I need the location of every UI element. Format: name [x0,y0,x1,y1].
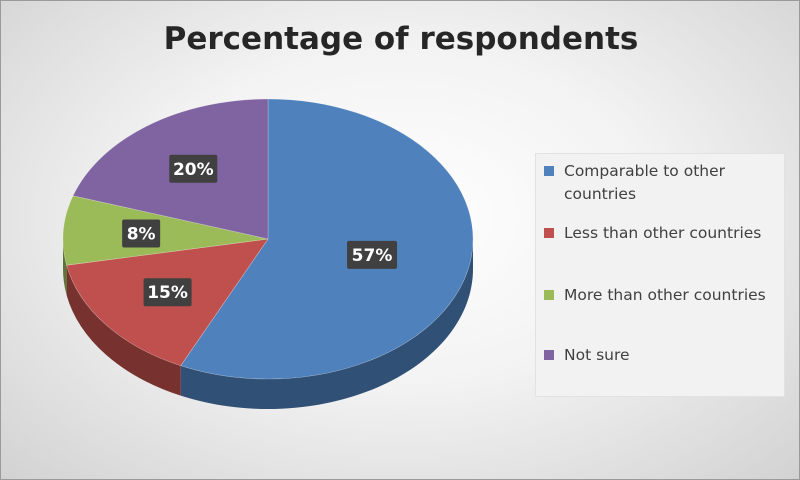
data-label-notsure: 20% [173,160,214,180]
data-label-comparable: 57% [352,246,393,266]
pie-slices [62,98,474,380]
legend-swatch-comparable [544,166,554,176]
pie-side-comparable [180,239,473,409]
data-label-less: 15% [147,283,188,303]
data-label-bg-comparable [347,240,398,269]
data-labels: 57% 15% 8% 20% [122,154,398,307]
data-label-more: 8% [127,225,156,245]
pie-sides [63,239,473,409]
data-label-bg-more [122,219,161,248]
legend-label-more: More than other countries [564,286,766,304]
legend-label-less: Less than other countries [564,224,762,242]
legend-label-comparable: Comparable to other countries [564,162,726,203]
legend-label-notsure: Not sure [564,346,630,364]
legend-swatch-notsure [544,350,554,360]
pie-slice-more [62,195,269,266]
pie-side-more [63,239,67,296]
pie-side-less [66,265,181,396]
data-label-bg-less [143,278,192,307]
chart-title: Percentage of respondents [163,21,639,57]
pie-slice-comparable [180,98,474,380]
legend-swatch-more [544,290,554,300]
legend: Comparable to other countries Less than … [535,153,785,397]
legend-swatch-less [544,228,554,238]
data-label-bg-notsure [169,154,218,183]
